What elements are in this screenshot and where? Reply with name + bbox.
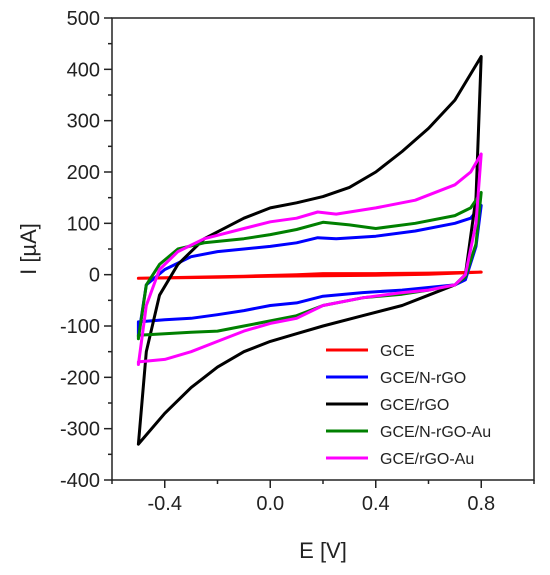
- y-tick-label: 200: [67, 162, 100, 184]
- legend-label-3: GCE/N-rGO-Au: [380, 424, 491, 441]
- legend-label-0: GCE: [380, 343, 415, 360]
- y-tick-label: -300: [60, 419, 100, 441]
- legend: GCE GCE/N-rGO GCE/rGO GCE/N-rGO-Au GCE/rGO-A…: [326, 343, 491, 468]
- y-tick-label: 400: [67, 59, 100, 81]
- y-tick-label: -200: [60, 367, 100, 389]
- x-tick-label: 0.0: [256, 493, 284, 515]
- x-tick-label: 0.4: [362, 493, 390, 515]
- y-tick-label: -400: [60, 470, 100, 492]
- y-tick-label: 0: [89, 265, 100, 287]
- series-line-0: [138, 272, 481, 278]
- x-tick-label: -0.4: [148, 493, 182, 515]
- legend-label-4: GCE/rGO-Au: [380, 451, 474, 468]
- y-tick-label: 100: [67, 213, 100, 235]
- x-tick-label: 0.8: [467, 493, 495, 515]
- y-tick-label: 500: [67, 8, 100, 30]
- legend-label-1: GCE/N-rGO: [380, 370, 466, 387]
- y-axis-title: I [µA]: [16, 223, 41, 275]
- y-tick-label: 300: [67, 111, 100, 133]
- x-axis-title: E [V]: [299, 538, 347, 563]
- legend-label-2: GCE/rGO: [380, 397, 449, 414]
- y-tick-label: -100: [60, 316, 100, 338]
